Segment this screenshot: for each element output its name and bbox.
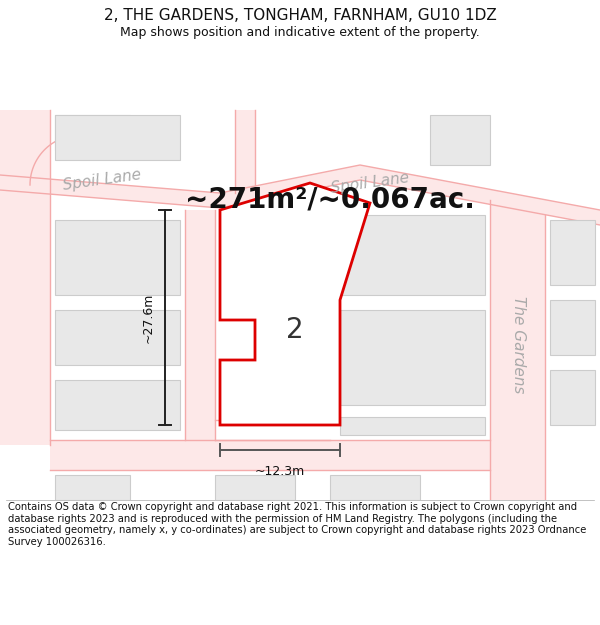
Text: Map shows position and indicative extent of the property.: Map shows position and indicative extent…: [120, 26, 480, 39]
Polygon shape: [0, 110, 50, 445]
Polygon shape: [340, 417, 485, 435]
Polygon shape: [55, 475, 130, 500]
Polygon shape: [235, 110, 255, 193]
Polygon shape: [55, 115, 180, 160]
Polygon shape: [215, 475, 295, 500]
Polygon shape: [490, 200, 545, 500]
Polygon shape: [550, 220, 595, 285]
Polygon shape: [550, 370, 595, 425]
Polygon shape: [220, 183, 370, 425]
Polygon shape: [550, 300, 595, 355]
Polygon shape: [340, 215, 485, 295]
Polygon shape: [55, 220, 180, 295]
Text: 2, THE GARDENS, TONGHAM, FARNHAM, GU10 1DZ: 2, THE GARDENS, TONGHAM, FARNHAM, GU10 1…: [104, 8, 496, 23]
Text: Spoil Lane: Spoil Lane: [62, 167, 142, 193]
Text: The Gardens: The Gardens: [511, 296, 526, 394]
Text: ~27.6m: ~27.6m: [142, 292, 155, 342]
Polygon shape: [50, 440, 490, 470]
Polygon shape: [340, 310, 485, 405]
Polygon shape: [55, 380, 180, 430]
Polygon shape: [185, 210, 215, 440]
Polygon shape: [55, 310, 180, 365]
Text: ~271m²/~0.067ac.: ~271m²/~0.067ac.: [185, 186, 475, 214]
Polygon shape: [0, 165, 600, 225]
Text: Contains OS data © Crown copyright and database right 2021. This information is : Contains OS data © Crown copyright and d…: [8, 502, 586, 547]
Polygon shape: [55, 115, 130, 150]
Text: 2: 2: [286, 316, 304, 344]
Polygon shape: [430, 115, 490, 165]
Text: Spoil Lane: Spoil Lane: [330, 170, 410, 196]
Text: ~12.3m: ~12.3m: [255, 465, 305, 478]
Polygon shape: [330, 475, 420, 500]
